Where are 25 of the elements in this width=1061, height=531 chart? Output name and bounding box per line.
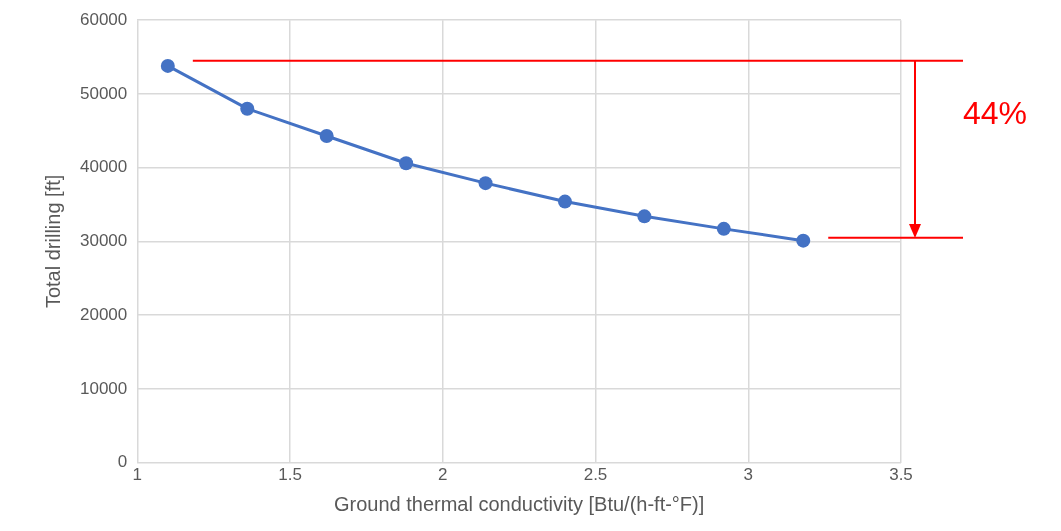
y-tick-label: 10000 xyxy=(79,378,128,398)
y-tick-label: 60000 xyxy=(79,9,128,29)
point xyxy=(637,209,652,224)
y-tick-label: 30000 xyxy=(79,231,128,251)
x-tick-label: 1.5 xyxy=(278,465,302,485)
x-tick-label: 2.5 xyxy=(583,465,608,485)
text: 44% xyxy=(963,95,1028,132)
point xyxy=(478,176,493,191)
point xyxy=(796,233,811,248)
y-tick-label: 20000 xyxy=(79,304,128,324)
point xyxy=(160,58,175,73)
point xyxy=(399,156,414,171)
x-axis-title: Ground thermal conductivity [Btu/(h-ft-°F)] xyxy=(333,492,705,515)
y-tick-label: 0 xyxy=(117,452,128,472)
x-tick-label: 1 xyxy=(132,465,143,485)
y-tick-label: 50000 xyxy=(79,83,128,103)
y-axis-title: Total drilling [ft] xyxy=(41,174,64,309)
x-tick-label: 2 xyxy=(438,465,448,485)
x-tick-label: 3.5 xyxy=(889,465,913,485)
point xyxy=(557,194,572,209)
point xyxy=(319,128,334,143)
point xyxy=(716,221,731,236)
y-tick-label: 40000 xyxy=(79,157,128,177)
point xyxy=(240,101,255,116)
x-tick-label: 3 xyxy=(743,465,753,485)
